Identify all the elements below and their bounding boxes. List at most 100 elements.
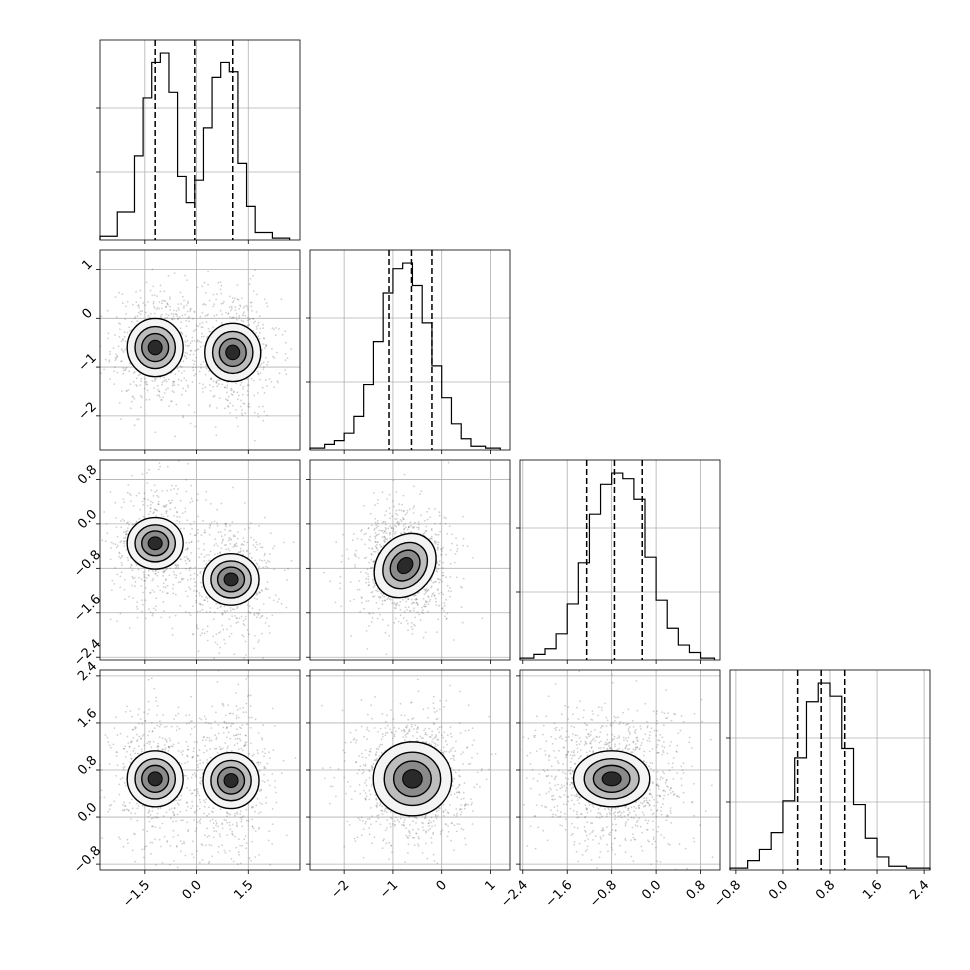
scatter-point <box>407 598 409 601</box>
scatter-point <box>180 393 183 396</box>
scatter-point <box>412 507 415 509</box>
scatter-point <box>402 510 405 513</box>
scatter-point <box>166 567 168 570</box>
scatter-point <box>434 522 436 525</box>
scatter-point <box>184 274 186 277</box>
scatter-point <box>246 378 249 380</box>
scatter-point <box>190 484 192 487</box>
scatter-point <box>202 303 205 306</box>
scatter-point <box>169 372 172 375</box>
scatter-point <box>413 505 415 508</box>
scatter-point <box>457 786 460 789</box>
scatter-point <box>367 584 370 587</box>
scatter-point <box>264 552 266 555</box>
scatter-point <box>258 591 261 594</box>
scatter-point <box>376 814 379 817</box>
scatter-point <box>132 395 135 397</box>
scatter-point <box>414 724 417 727</box>
scatter-point <box>136 320 139 322</box>
scatter-point <box>115 357 118 360</box>
scatter-point <box>118 552 121 555</box>
scatter-point <box>188 714 191 716</box>
scatter-point <box>142 302 145 304</box>
scatter-point <box>215 736 218 739</box>
scatter-point <box>209 722 212 725</box>
scatter-point <box>404 526 407 529</box>
scatter-point <box>113 383 116 385</box>
scatter-point <box>148 398 151 401</box>
scatter-point <box>152 607 155 610</box>
scatter-point <box>152 512 155 515</box>
scatter-point <box>129 383 132 386</box>
scatter-point <box>350 635 352 637</box>
scatter-point <box>189 307 192 310</box>
scatter-point <box>187 302 189 305</box>
scatter-point <box>228 530 231 532</box>
scatter-point <box>121 293 124 295</box>
scatter-point <box>146 383 149 386</box>
scatter-point <box>257 752 259 754</box>
scatter-point <box>170 807 173 810</box>
scatter-point <box>445 598 447 601</box>
scatter-point <box>154 609 157 611</box>
scatter-point <box>272 749 275 751</box>
scatter-point <box>148 820 151 823</box>
scatter-point <box>138 576 140 579</box>
scatter-point <box>129 761 132 764</box>
scatter-point <box>191 359 194 362</box>
scatter-point <box>183 354 186 357</box>
scatter-point <box>426 518 429 521</box>
scatter-point <box>462 515 464 518</box>
scatter-point <box>252 806 255 808</box>
scatter-point <box>381 603 384 606</box>
scatter-point <box>192 605 195 607</box>
scatter-point <box>217 531 220 534</box>
scatter-point <box>109 353 111 355</box>
scatter-point <box>227 812 230 815</box>
scatter-point <box>219 631 222 633</box>
scatter-point <box>225 548 228 551</box>
scatter-point <box>194 794 197 797</box>
scatter-point <box>169 739 172 742</box>
scatter-point <box>205 596 208 599</box>
scatter-point <box>118 783 121 786</box>
scatter-point <box>442 561 444 564</box>
scatter-point <box>366 726 369 729</box>
scatter-point <box>208 533 211 536</box>
scatter-point <box>165 811 168 814</box>
scatter-point <box>422 612 424 614</box>
scatter-point <box>104 358 107 361</box>
scatter-point <box>427 596 430 598</box>
scatter-point <box>372 560 374 563</box>
scatter-point <box>471 744 474 746</box>
scatter-point <box>123 545 126 547</box>
scatter-point <box>247 820 250 822</box>
scatter-point <box>158 462 161 464</box>
scatter-point <box>371 767 374 770</box>
scatter-point <box>242 320 245 323</box>
scatter-point <box>410 602 413 605</box>
scatter-point <box>435 580 437 583</box>
scatter-point <box>197 325 200 328</box>
scatter-point <box>164 300 167 303</box>
scatter-point <box>147 498 149 501</box>
scatter-point <box>259 378 261 381</box>
scatter-point <box>260 788 262 791</box>
scatter-point <box>130 741 133 743</box>
scatter-point <box>398 820 400 823</box>
scatter-point <box>237 298 240 301</box>
scatter-point <box>388 858 390 861</box>
scatter-point <box>143 579 146 582</box>
scatter-point <box>238 314 241 317</box>
scatter-point <box>396 603 398 606</box>
scatter-point <box>275 801 278 804</box>
scatter-point <box>133 424 136 427</box>
scatter-point <box>200 534 203 536</box>
scatter-point <box>171 400 173 402</box>
scatter-point <box>176 367 179 370</box>
scatter-point <box>368 625 370 627</box>
scatter-point <box>162 570 165 573</box>
scatter-point <box>196 349 198 351</box>
scatter-point <box>193 311 196 313</box>
scatter-point <box>132 749 135 752</box>
